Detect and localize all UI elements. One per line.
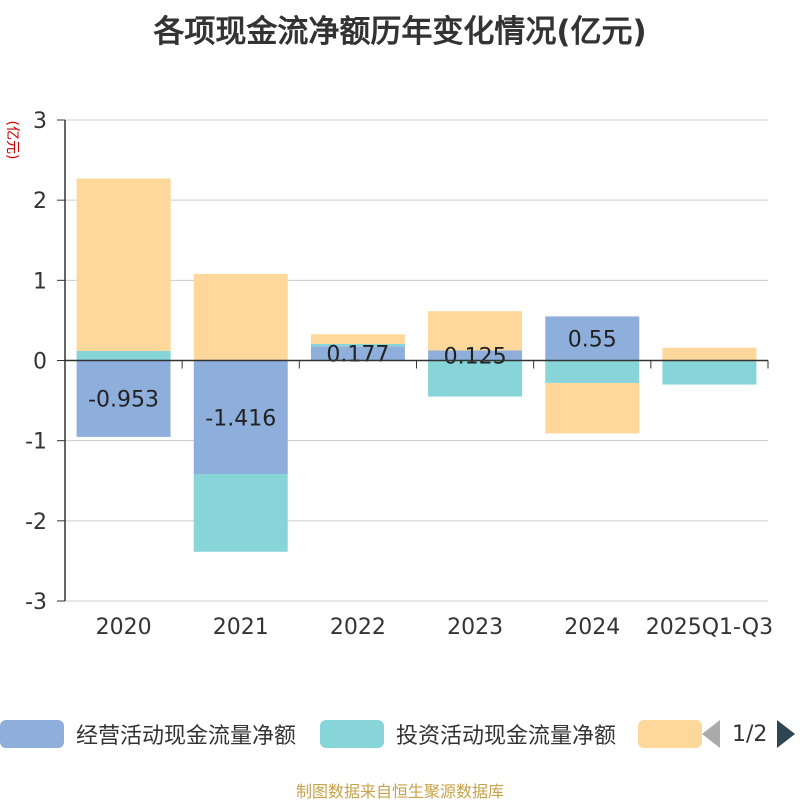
bar-operating (310, 346, 405, 361)
legend-swatch-operating (0, 720, 64, 748)
legend-item-operating[interactable]: 经营活动现金流量净额 (0, 716, 296, 752)
x-tick-label: 2023 (447, 615, 503, 640)
bar-chart: 3 2 1 0 -1 -2 -3 (亿元) -0.953 -1.416 0.177 0.125 0.55… (4, 109, 773, 640)
y-tick-label: -3 (25, 590, 47, 615)
y-axis-label: (亿元) (4, 121, 20, 160)
bar-operating (76, 360, 171, 437)
legend-label-operating: 经营活动现金流量净额 (76, 724, 297, 749)
bar-investing (428, 360, 523, 397)
legend-swatch-financing (638, 720, 702, 748)
legend-page-indicator: 1/2 (732, 721, 768, 747)
data-label: -0.953 (88, 388, 159, 413)
bar-investing (545, 360, 640, 383)
y-tick-label: 3 (33, 109, 47, 134)
y-tick-label: -2 (25, 510, 47, 535)
x-tick-label: 2022 (330, 615, 386, 640)
bar-operating (428, 350, 523, 361)
x-tick-label: 2025Q1-Q3 (646, 615, 773, 640)
bar-financing (545, 382, 640, 434)
bar-financing (76, 178, 171, 351)
bar-investing (310, 343, 405, 347)
legend-item-investing[interactable]: 投资活动现金流量净额 (320, 716, 616, 752)
data-label: 0.55 (568, 327, 617, 352)
y-tick-label: 0 (33, 350, 47, 375)
legend: 经营活动现金流量净额 投资活动现金流量净额 (0, 716, 800, 756)
legend-item-financing[interactable] (638, 716, 702, 752)
bar-financing (662, 347, 757, 361)
legend-prev-arrow-icon[interactable] (702, 720, 720, 748)
x-tick-label: 2024 (564, 615, 620, 640)
legend-next-arrow-icon[interactable] (777, 720, 796, 748)
bar-investing (662, 360, 757, 385)
data-label: 0.125 (444, 344, 507, 369)
bar-operating (545, 316, 640, 361)
legend-label-investing: 投资活动现金流量净额 (396, 724, 617, 749)
x-tick-label: 2020 (96, 615, 152, 640)
bar-investing (193, 474, 288, 552)
bar-financing (310, 334, 405, 344)
bar-investing (76, 350, 171, 361)
y-tick-label: -1 (25, 430, 47, 455)
data-label: -1.416 (205, 406, 276, 431)
x-tick-label: 2021 (213, 615, 269, 640)
bar-financing (193, 273, 288, 361)
data-label: 0.177 (326, 342, 389, 367)
bar-financing (428, 311, 523, 351)
chart-title: 各项现金流净额历年变化情况(亿元) (153, 14, 647, 50)
legend-pager: 1/2 (700, 716, 800, 752)
bar-operating (193, 360, 288, 475)
legend-swatch-investing (320, 720, 384, 748)
y-tick-label: 2 (33, 189, 47, 214)
y-tick-label: 1 (33, 269, 47, 294)
data-source-note: 制图数据来自恒生聚源数据库 (295, 782, 504, 801)
